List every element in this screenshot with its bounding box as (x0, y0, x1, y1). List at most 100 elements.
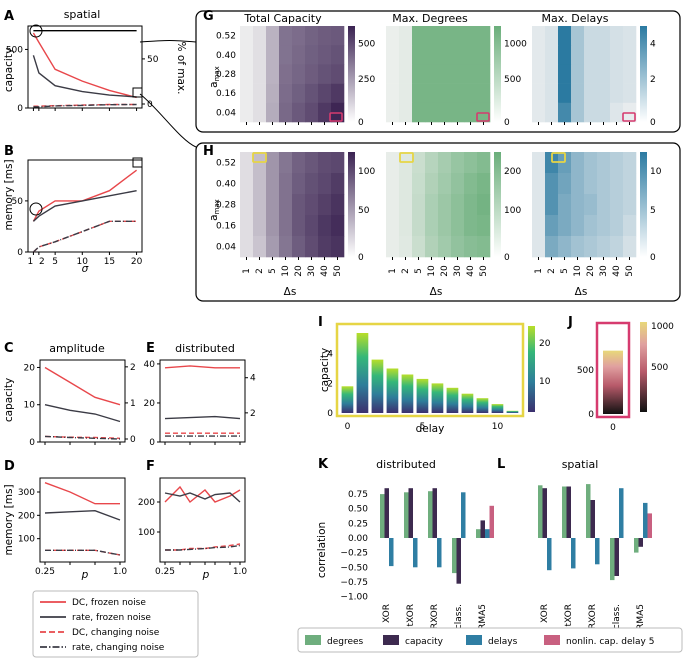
heat-ytick-label-h-2: 0.28 (216, 201, 236, 211)
heat-cell-h-1 (438, 215, 452, 237)
bar-i-6 (431, 383, 444, 413)
xtick-label-b-2: 5 (52, 257, 58, 267)
heat-xtick-label-h-2-7: 50 (625, 265, 635, 277)
chart-l-spatial-correlation: XOR tXOR XORXOR class. NARMA5 (538, 484, 652, 643)
y2tick-label-e-1: 4 (250, 374, 256, 384)
ytick-label-c-1: 10 (24, 401, 36, 411)
ylabel-d: memory [ms] (3, 484, 15, 555)
heat-xtick-label-h-0-0: 1 (242, 268, 252, 274)
bar-l-0-0 (538, 485, 543, 538)
ytick-label-c-0: 0 (29, 438, 35, 448)
heat-cell-h-2 (610, 215, 624, 237)
heat-xtick-label-h-1-2: 5 (414, 268, 424, 274)
heat-cell-g-0 (305, 102, 319, 123)
legend-line-label-2: DC, changing noise (72, 628, 160, 638)
heat-cell-h-0 (279, 236, 293, 258)
ylabel-b: memory [ms] (3, 159, 15, 230)
heat-cell-h-1 (412, 215, 426, 237)
heat-cell-g-1 (438, 45, 452, 65)
series-line-f-1 (164, 492, 241, 503)
xlabel-f: p (202, 569, 210, 581)
heat-cell-g-1 (399, 26, 413, 46)
heat-cell-g-0 (292, 83, 306, 104)
heat-cell-g-1 (451, 83, 465, 104)
heat-xtick-label-h-2-2: 5 (560, 268, 570, 274)
heat-ytick-label-h-4: 0.04 (216, 243, 236, 253)
ytick-label-k-6: 0.50 (348, 505, 368, 515)
ytick-label-i-0: 0 (327, 409, 333, 419)
heat-cell-h-0 (331, 152, 345, 174)
bar-k-0-0 (380, 494, 385, 538)
heat-cell-g-1 (451, 102, 465, 123)
a-max-sub-h: max (213, 199, 221, 214)
ytick-label-f-1: 200 (138, 498, 155, 508)
ylabel-i: capacity (319, 348, 331, 392)
heat-cell-g-0 (253, 26, 267, 46)
heat-cell-g-0 (240, 83, 254, 104)
y2tick-label-a-0: 0 (147, 100, 153, 110)
heat-ytick-label-h-0: 0.52 (216, 159, 236, 169)
heat-cell-g-2 (623, 26, 637, 46)
xlabel-h1: Δs (284, 286, 297, 298)
bar-k-2-1 (432, 488, 437, 538)
heat-cell-h-1 (399, 215, 413, 237)
heat-xtick-label-h-2-1: 2 (547, 268, 557, 274)
heat-cell-g-0 (318, 45, 332, 65)
heat-xtick-label-h-1-3: 10 (427, 265, 437, 277)
bar-k-4-1 (480, 520, 485, 538)
heat-cell-h-1 (464, 236, 478, 258)
series-line-c-1 (44, 404, 121, 423)
heat-cell-g-0 (331, 83, 345, 104)
bar-i-1 (356, 333, 369, 413)
heat-cell-g-1 (451, 45, 465, 65)
bar-k-4-2 (485, 529, 490, 538)
box-h (195, 142, 681, 302)
colorbar-tick-h-0-2: 0 (358, 253, 364, 263)
heat-cell-h-2 (571, 152, 585, 174)
heat-cell-g-0 (331, 26, 345, 46)
heat-cell-g-0 (318, 83, 332, 104)
heat-cell-h-2 (597, 215, 611, 237)
y2label-a: % of max. (175, 42, 187, 95)
ytick-label-j-1: 500 (577, 366, 594, 376)
ylabel-a: capacity (3, 48, 15, 92)
heat-cell-h-2 (623, 236, 637, 258)
xtick-label-f-0: 0.25 (155, 567, 175, 577)
xlabel-d: p (81, 569, 89, 581)
heat-cell-h-1 (386, 173, 400, 195)
xtick-label-b-1: 2 (39, 257, 45, 267)
heat-cell-g-2 (597, 45, 611, 65)
colorbar-h-0 (348, 152, 355, 257)
colorbar-tick-i-1: 10 (539, 377, 551, 387)
heat-cell-g-1 (399, 102, 413, 123)
heat-cell-g-1 (438, 26, 452, 46)
ytick-label-a-0: 0 (17, 104, 23, 114)
heat-cell-h-2 (571, 194, 585, 216)
heat-cell-g-2 (597, 64, 611, 84)
heat-xtick-label-h-1-7: 50 (479, 265, 489, 277)
heat-cell-h-1 (477, 152, 491, 174)
heat-ytick-label-g-0: 0.52 (216, 32, 236, 42)
chart-a-spatial-capacity: 0 500 0 50 (6, 24, 159, 114)
ytick-label-k-7: 0.75 (348, 490, 368, 500)
heat-cell-h-2 (597, 194, 611, 216)
heat-ytick-label-g-2: 0.28 (216, 70, 236, 80)
xtick-label-l-0: XOR (540, 604, 550, 623)
colorbar-tick-h-2-2: 0 (650, 253, 656, 263)
legend-bar-swatch-3 (544, 635, 560, 645)
xtick-label-k-3: class. (454, 604, 464, 629)
xlabel-h3: Δs (575, 286, 588, 298)
heat-cell-h-1 (438, 173, 452, 195)
heat-cell-g-1 (412, 64, 426, 84)
ytick-label-e-1: 20 (144, 399, 156, 409)
heat-ytick-label-g-4: 0.04 (216, 108, 236, 118)
heat-cell-g-2 (571, 83, 585, 104)
y2tick-label-c-1: 1 (130, 399, 136, 409)
title-k: distributed (376, 458, 436, 471)
xtick-label-b-4: 15 (104, 257, 115, 267)
series-line-d-0 (44, 482, 120, 505)
highlight-frame-j (595, 321, 631, 419)
heat-cell-h-1 (438, 236, 452, 258)
heat-cell-h-1 (451, 236, 465, 258)
heat-cell-h-2 (558, 215, 572, 237)
